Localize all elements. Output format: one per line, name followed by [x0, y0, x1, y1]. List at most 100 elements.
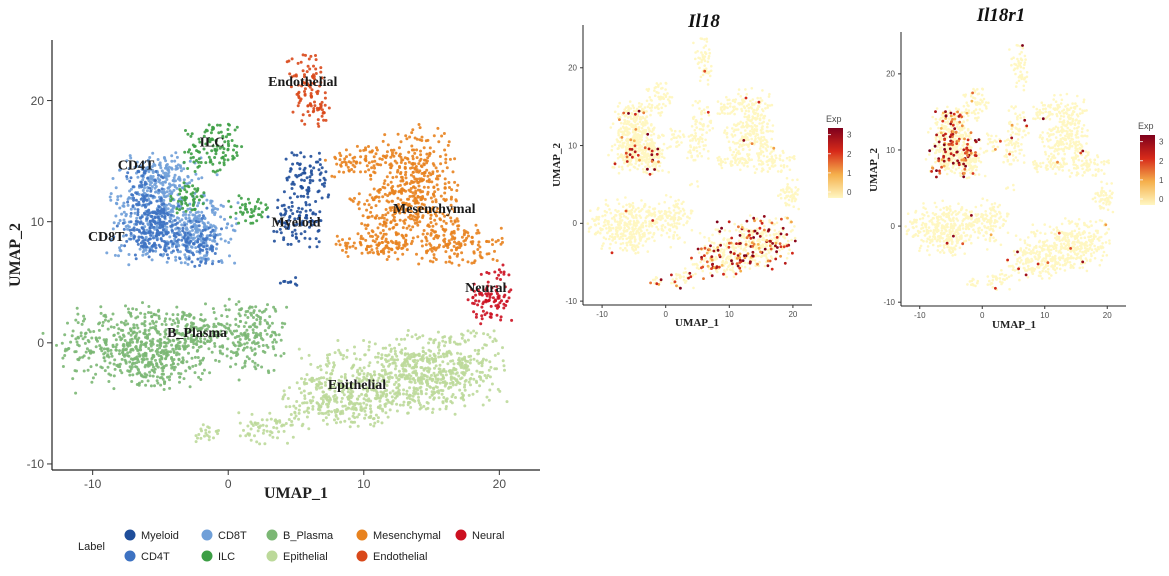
cell-point: [206, 340, 209, 343]
cell-point: [431, 358, 435, 361]
cell-point: [600, 247, 603, 250]
cell-point: [299, 391, 303, 395]
cell-point: [371, 381, 375, 385]
cell-point: [141, 253, 145, 257]
cell-point: [181, 314, 185, 318]
cell-point: [122, 321, 126, 325]
cell-point: [127, 354, 131, 358]
cell-point: [427, 178, 431, 182]
cell-point: [353, 345, 356, 349]
cell-point: [256, 341, 260, 345]
cell-point: [317, 377, 321, 380]
cell-point: [444, 153, 448, 157]
cell-point: [643, 202, 647, 206]
cell-point: [194, 434, 198, 438]
cell-point: [185, 190, 189, 194]
cell-point: [410, 366, 414, 370]
cell-point: [366, 224, 369, 228]
cell-point: [211, 125, 215, 129]
cell-point: [168, 339, 172, 343]
cell-point: [169, 213, 173, 217]
cell-point: [78, 356, 82, 360]
cell-point: [432, 341, 436, 345]
cell-point: [431, 229, 435, 233]
cell-point: [621, 234, 624, 238]
cell-point: [493, 353, 497, 357]
cell-point: [207, 226, 211, 230]
cell-point: [170, 223, 174, 227]
cell-point: [373, 385, 377, 389]
cell-point: [295, 92, 299, 96]
cell-point: [155, 238, 159, 242]
cell-point: [131, 204, 135, 208]
cell-point: [232, 351, 235, 355]
cell-point: [349, 396, 353, 400]
cell-point: [367, 161, 371, 165]
cell-point: [401, 252, 405, 256]
cell-point: [498, 389, 502, 393]
cell-point: [139, 216, 143, 220]
cell-point: [383, 186, 387, 190]
cell-point: [413, 167, 417, 171]
cell-point: [76, 312, 80, 316]
cell-point: [132, 198, 136, 202]
cell-point: [230, 224, 234, 228]
cell-point: [173, 185, 177, 189]
cell-point: [367, 345, 371, 348]
cell-point: [398, 152, 402, 156]
cell-point: [142, 211, 146, 215]
cell-point: [124, 212, 128, 216]
cell-point: [82, 369, 86, 373]
cell-point: [237, 324, 241, 328]
cell-point: [388, 343, 392, 347]
cell-point: [316, 122, 320, 126]
cell-point: [131, 185, 135, 189]
cell-point: [272, 239, 276, 243]
cell-point: [380, 379, 384, 383]
cell-point: [231, 154, 235, 158]
cell-point: [136, 175, 140, 179]
cell-point: [197, 224, 201, 228]
cell-point: [196, 436, 199, 440]
cell-point: [640, 199, 643, 202]
cell-point: [163, 216, 167, 220]
cell-point: [210, 350, 214, 354]
cell-point: [177, 321, 180, 325]
cell-point: [168, 378, 171, 382]
cell-point: [205, 250, 209, 254]
cell-point: [381, 139, 385, 143]
cell-point: [440, 224, 444, 228]
cell-point: [123, 348, 127, 352]
cell-point: [149, 384, 153, 388]
cell-point: [252, 331, 255, 335]
cell-point: [411, 157, 415, 161]
cell-point: [409, 190, 413, 193]
cell-point: [140, 380, 144, 383]
cell-point: [419, 164, 423, 168]
cell-point: [277, 333, 281, 337]
cell-point: [299, 60, 303, 64]
cell-point: [165, 253, 169, 257]
cell-point: [463, 243, 467, 247]
cell-point: [301, 401, 305, 405]
cell-point: [126, 369, 130, 373]
legend-label: Epithelial: [283, 551, 328, 563]
cell-point: [179, 189, 183, 193]
cell-point: [177, 216, 181, 220]
cell-point: [426, 190, 430, 194]
cell-point: [383, 368, 387, 372]
cell-point: [263, 318, 267, 322]
cell-point: [245, 328, 249, 332]
cell-point: [149, 233, 153, 237]
cell-point: [303, 377, 307, 381]
cell-point: [384, 346, 388, 350]
cell-point: [450, 248, 454, 252]
cell-point: [244, 219, 248, 223]
cell-point: [368, 383, 372, 387]
cell-point: [418, 220, 422, 224]
cell-point: [586, 222, 590, 225]
cell-point: [639, 239, 642, 242]
cell-point: [734, 246, 738, 249]
cell-point: [223, 239, 227, 243]
cell-point: [389, 357, 393, 361]
